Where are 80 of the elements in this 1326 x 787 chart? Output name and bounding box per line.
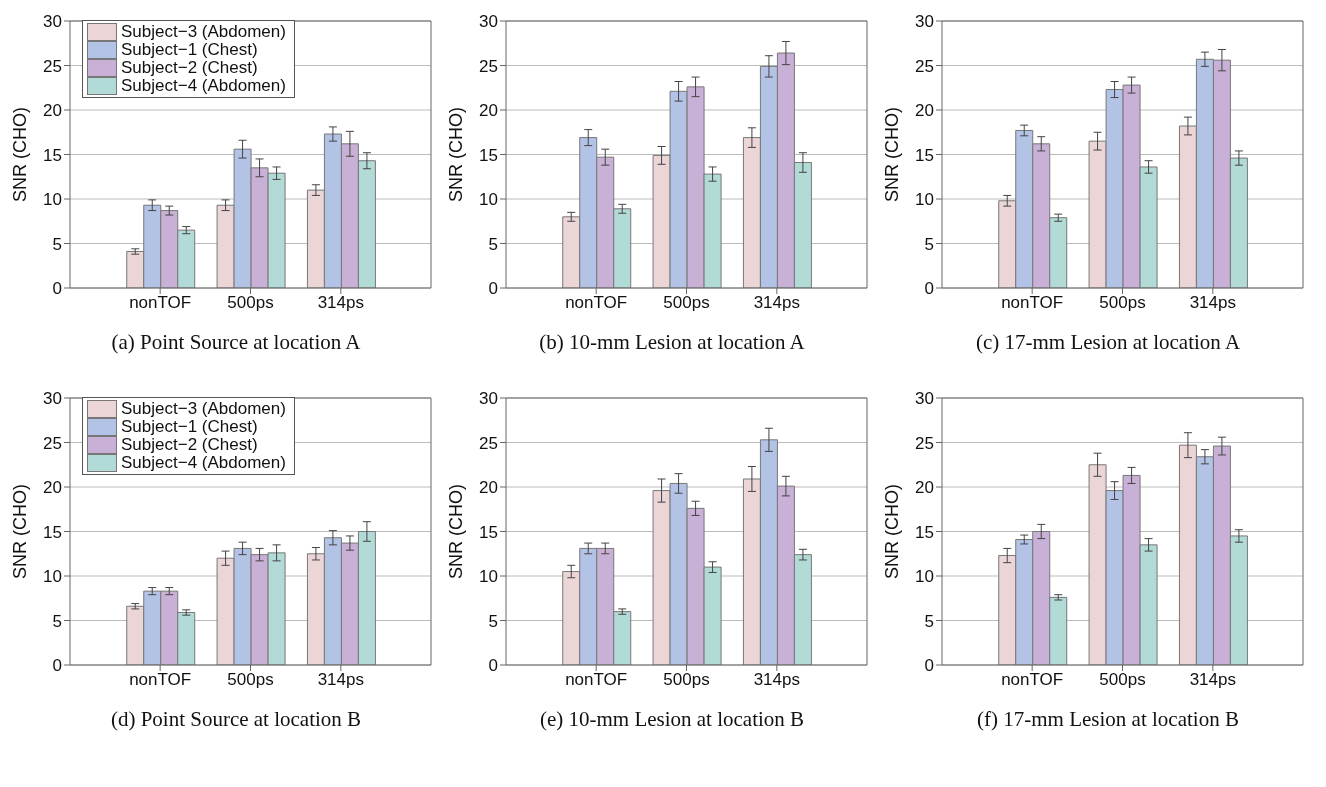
y-axis-title: SNR (CHO) bbox=[446, 107, 466, 202]
legend-label: Subject−4 (Abdomen) bbox=[121, 453, 286, 472]
y-axis-title: SNR (CHO) bbox=[10, 107, 30, 202]
y-tick-label: 20 bbox=[915, 101, 934, 121]
x-tick-label: 500ps bbox=[227, 670, 274, 690]
y-tick-label: 20 bbox=[43, 478, 62, 498]
y-tick-label: 25 bbox=[915, 433, 934, 453]
y-tick-label: 20 bbox=[479, 478, 498, 498]
y-tick-label: 30 bbox=[479, 389, 498, 409]
y-tick-label: 5 bbox=[52, 234, 62, 254]
x-tick-label: 314ps bbox=[753, 670, 800, 690]
legend-label: Subject−3 (Abdomen) bbox=[121, 22, 286, 41]
x-tick-label: nonTOF bbox=[129, 670, 192, 690]
x-tick-label: 314ps bbox=[1189, 670, 1236, 690]
x-tick-label: 500ps bbox=[663, 670, 710, 690]
y-tick-label: 0 bbox=[488, 656, 498, 676]
y-tick-label: 15 bbox=[43, 145, 62, 165]
x-tick-label: nonTOF bbox=[565, 293, 628, 313]
y-tick-label: 0 bbox=[924, 656, 934, 676]
x-tick-label: nonTOF bbox=[1001, 670, 1064, 690]
y-tick-label: 10 bbox=[479, 567, 498, 587]
y-tick-label: 15 bbox=[915, 522, 934, 542]
y-tick-label: 25 bbox=[43, 433, 62, 453]
y-tick-label: 0 bbox=[924, 279, 934, 299]
y-tick-label: 30 bbox=[915, 389, 934, 409]
y-axis-title: SNR (CHO) bbox=[882, 484, 902, 579]
y-tick-label: 20 bbox=[479, 101, 498, 121]
y-tick-label: 25 bbox=[915, 56, 934, 76]
y-tick-label: 10 bbox=[915, 567, 934, 587]
y-tick-label: 30 bbox=[915, 12, 934, 32]
y-tick-label: 5 bbox=[52, 611, 62, 631]
y-tick-label: 5 bbox=[924, 234, 934, 254]
legend-label: Subject−2 (Chest) bbox=[121, 435, 258, 454]
y-tick-label: 5 bbox=[488, 234, 498, 254]
y-tick-label: 30 bbox=[479, 12, 498, 32]
text: (c) 17-mm Lesion at location A bbox=[974, 330, 1241, 355]
x-tick-label: nonTOF bbox=[129, 293, 192, 313]
text: (d) Point Source at location B bbox=[109, 707, 362, 732]
legend-label: Subject−1 (Chest) bbox=[121, 417, 258, 436]
legend-label: Subject−3 (Abdomen) bbox=[121, 399, 286, 418]
y-tick-label: 15 bbox=[479, 522, 498, 542]
legend-label: Subject−4 (Abdomen) bbox=[121, 76, 286, 95]
text: (e) 10-mm Lesion at location B bbox=[538, 707, 805, 732]
y-tick-label: 5 bbox=[488, 611, 498, 631]
x-tick-label: 314ps bbox=[1189, 293, 1236, 313]
y-axis-title: SNR (CHO) bbox=[446, 484, 466, 579]
y-tick-label: 25 bbox=[479, 56, 498, 76]
y-tick-label: 10 bbox=[43, 567, 62, 587]
y-tick-label: 5 bbox=[924, 611, 934, 631]
x-tick-label: 500ps bbox=[1099, 293, 1146, 313]
x-tick-label: 314ps bbox=[317, 670, 364, 690]
y-tick-label: 15 bbox=[43, 522, 62, 542]
y-tick-label: 15 bbox=[479, 145, 498, 165]
x-tick-label: 500ps bbox=[227, 293, 274, 313]
y-tick-label: 20 bbox=[915, 478, 934, 498]
y-tick-label: 30 bbox=[43, 12, 62, 32]
y-tick-label: 10 bbox=[915, 190, 934, 210]
x-tick-label: nonTOF bbox=[565, 670, 628, 690]
y-tick-label: 0 bbox=[52, 656, 62, 676]
legend-label: Subject−2 (Chest) bbox=[121, 58, 258, 77]
y-tick-label: 20 bbox=[43, 101, 62, 121]
y-tick-label: 15 bbox=[915, 145, 934, 165]
y-tick-label: 0 bbox=[52, 279, 62, 299]
y-tick-label: 30 bbox=[43, 389, 62, 409]
legend-label: Subject−1 (Chest) bbox=[121, 40, 258, 59]
text: (a) Point Source at location A bbox=[110, 330, 361, 355]
text: (f) 17-mm Lesion at location B bbox=[976, 707, 1239, 732]
y-tick-label: 25 bbox=[479, 433, 498, 453]
y-tick-label: 25 bbox=[43, 56, 62, 76]
text: (b) 10-mm Lesion at location A bbox=[538, 330, 805, 355]
x-tick-label: 500ps bbox=[1099, 670, 1146, 690]
y-tick-label: 10 bbox=[479, 190, 498, 210]
x-tick-label: 500ps bbox=[663, 293, 710, 313]
y-axis-title: SNR (CHO) bbox=[10, 484, 30, 579]
x-tick-label: 314ps bbox=[753, 293, 800, 313]
y-tick-label: 10 bbox=[43, 190, 62, 210]
x-tick-label: 314ps bbox=[317, 293, 364, 313]
x-tick-label: nonTOF bbox=[1001, 293, 1064, 313]
y-tick-label: 0 bbox=[488, 279, 498, 299]
y-axis-title: SNR (CHO) bbox=[882, 107, 902, 202]
